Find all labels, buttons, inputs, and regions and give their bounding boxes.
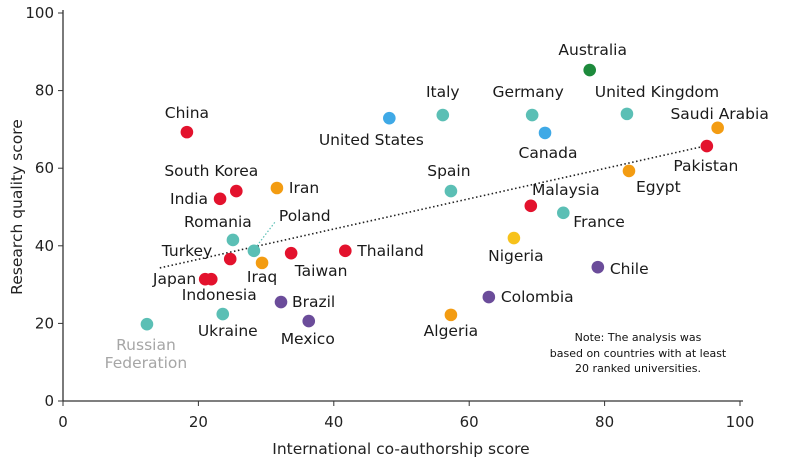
axes: 0 20 40 60 80 100 0 20 40 60 80 100 <box>25 4 754 431</box>
note-line-3: 20 ranked universities. <box>575 362 701 375</box>
x-tick-label: 60 <box>460 413 479 431</box>
labels-group: Australia China United States Italy Germany U… <box>105 41 769 372</box>
point-germany <box>525 108 539 122</box>
label-russian-federation: Russian <box>116 336 176 354</box>
x-tick-label: 0 <box>58 413 68 431</box>
point-taiwan <box>284 246 298 260</box>
point-saudi-arabia <box>711 121 724 135</box>
x-tick-label: 40 <box>324 413 343 431</box>
point-chile <box>591 260 605 274</box>
point-nigeria <box>507 231 521 245</box>
label-japan: Japan <box>152 270 196 288</box>
point-malaysia <box>524 199 538 213</box>
point-thailand <box>339 244 352 258</box>
point-ukraine <box>216 307 230 321</box>
point-brazil <box>274 295 288 309</box>
label-united-kingdom: United Kingdom <box>595 83 719 101</box>
label-romania: Romania <box>184 213 252 231</box>
point-china <box>180 125 194 139</box>
point-canada <box>538 126 552 140</box>
label-taiwan: Taiwan <box>294 262 348 280</box>
y-tick-label: 40 <box>35 237 54 255</box>
y-tick-label: 20 <box>35 314 54 332</box>
x-axis-label: International co-authorship score <box>272 440 529 458</box>
label-mexico: Mexico <box>281 330 335 348</box>
label-turkey: Turkey <box>161 242 212 260</box>
label-india: India <box>170 190 208 208</box>
point-united-kingdom <box>620 107 634 121</box>
label-china: China <box>165 104 209 122</box>
point-poland <box>247 244 261 258</box>
x-tick-label: 20 <box>189 413 208 431</box>
label-brazil: Brazil <box>292 293 335 311</box>
label-chile: Chile <box>610 260 649 278</box>
label-ukraine: Ukraine <box>198 322 258 340</box>
point-india <box>213 192 227 206</box>
label-thailand: Thailand <box>356 242 424 260</box>
label-saudi-arabia: Saudi Arabia <box>670 105 768 123</box>
label-united-states: United States <box>319 131 424 149</box>
point-indonesia <box>204 272 218 286</box>
note-line-2: based on countries with at least <box>550 347 727 360</box>
label-australia: Australia <box>558 41 627 59</box>
label-germany: Germany <box>493 83 564 101</box>
point-australia <box>583 63 597 77</box>
y-tick-label: 80 <box>35 82 54 100</box>
label-russian-federation: Federation <box>105 354 188 372</box>
point-egypt <box>622 164 636 178</box>
y-tick-label: 100 <box>25 4 54 22</box>
points-group <box>140 63 724 331</box>
label-canada: Canada <box>519 144 578 162</box>
x-tick-label: 100 <box>726 413 755 431</box>
label-egypt: Egypt <box>636 178 681 196</box>
point-italy <box>436 108 450 122</box>
point-colombia <box>482 290 496 304</box>
point-algeria <box>444 308 458 322</box>
y-axis-label: Research quality score <box>8 119 26 295</box>
point-iran <box>270 181 284 195</box>
label-italy: Italy <box>426 83 460 101</box>
y-tick-label: 60 <box>35 159 54 177</box>
y-tick-label: 0 <box>44 392 54 410</box>
label-malaysia: Malaysia <box>532 181 600 199</box>
point-mexico <box>302 314 316 328</box>
point-spain <box>444 184 458 198</box>
point-iraq <box>255 256 269 270</box>
label-colombia: Colombia <box>501 288 574 306</box>
label-nigeria: Nigeria <box>488 247 543 265</box>
x-tick-label: 80 <box>595 413 614 431</box>
point-pakistan <box>700 139 714 153</box>
point-france <box>557 206 570 220</box>
point-romania <box>226 233 240 247</box>
label-south-korea: South Korea <box>164 162 258 180</box>
label-algeria: Algeria <box>424 322 478 340</box>
point-south-korea <box>230 184 243 198</box>
label-iraq: Iraq <box>247 268 277 286</box>
label-poland: Poland <box>279 207 331 225</box>
point-turkey <box>223 252 237 266</box>
point-russian-federation <box>140 317 154 331</box>
label-spain: Spain <box>427 162 470 180</box>
note-line-1: Note: The analysis was <box>575 331 702 344</box>
label-iran: Iran <box>289 179 319 197</box>
label-france: France <box>573 213 625 231</box>
label-pakistan: Pakistan <box>673 157 738 175</box>
label-indonesia: Indonesia <box>182 286 257 304</box>
point-united-states <box>383 111 396 125</box>
